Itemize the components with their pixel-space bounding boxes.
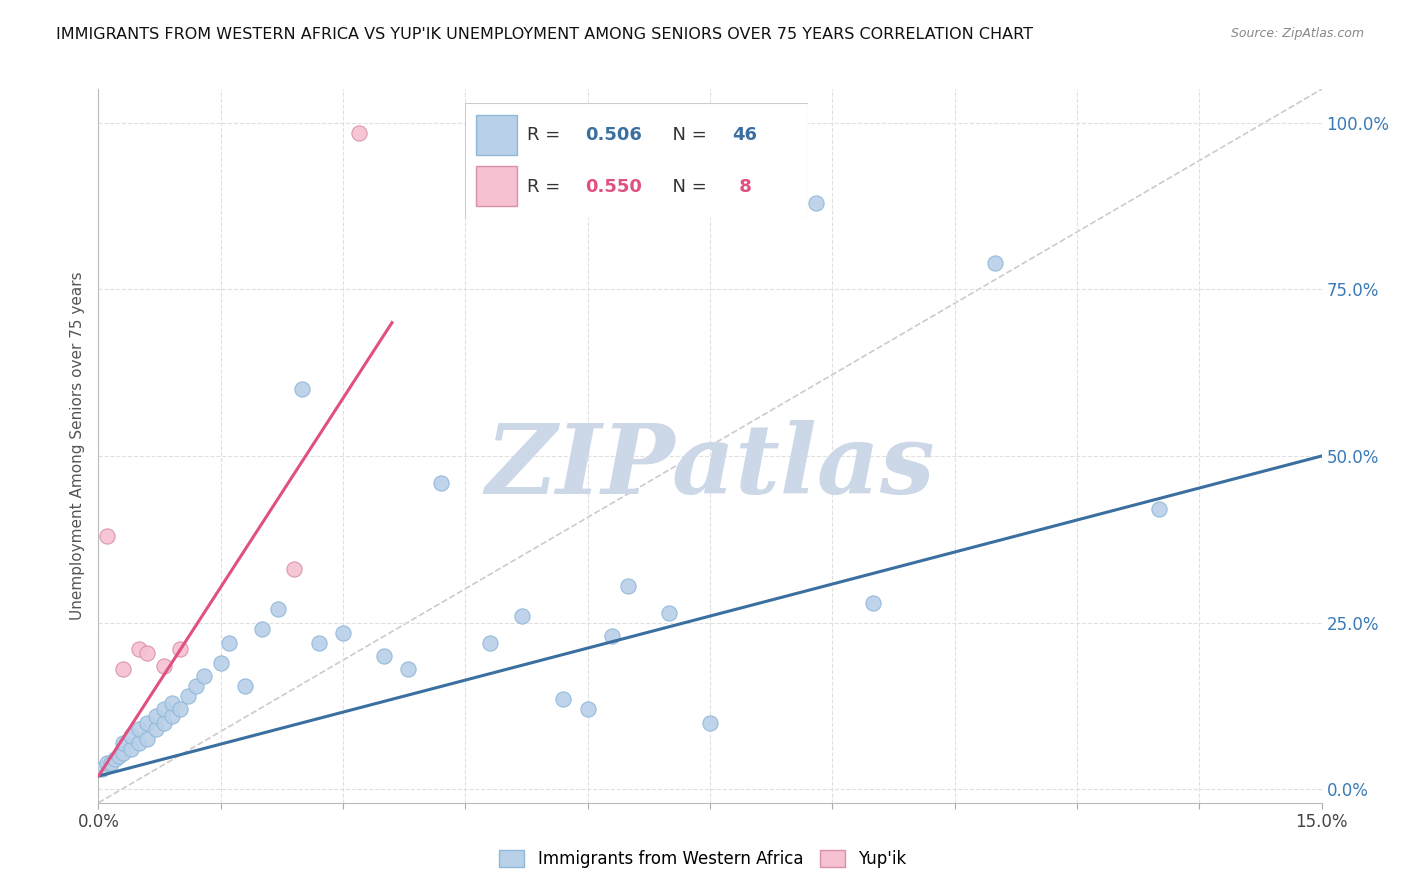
Point <box>250 623 273 637</box>
Point <box>349 126 371 140</box>
Point <box>332 625 354 640</box>
Point <box>373 649 395 664</box>
Text: ZIPatlas: ZIPatlas <box>485 420 935 515</box>
Point <box>111 746 134 760</box>
Point <box>128 642 150 657</box>
Point <box>396 662 419 676</box>
Point <box>576 702 599 716</box>
Point <box>862 596 884 610</box>
Point <box>169 642 191 657</box>
Point <box>120 742 142 756</box>
Legend: Immigrants from Western Africa, Yup'ik: Immigrants from Western Africa, Yup'ik <box>492 843 914 875</box>
Point <box>160 696 183 710</box>
Point <box>152 659 174 673</box>
Point <box>91 763 114 777</box>
Point <box>553 692 575 706</box>
Point <box>128 723 150 737</box>
Point <box>218 636 240 650</box>
Point <box>160 709 183 723</box>
Point <box>600 629 623 643</box>
Point <box>96 756 118 770</box>
Point <box>152 715 174 730</box>
Point <box>291 382 314 396</box>
Point <box>145 709 167 723</box>
Point <box>128 736 150 750</box>
Point <box>617 579 640 593</box>
Point <box>136 646 159 660</box>
Point <box>658 606 681 620</box>
Point <box>111 736 134 750</box>
Point <box>100 756 122 770</box>
Point <box>120 729 142 743</box>
Point <box>984 255 1007 269</box>
Point <box>512 609 534 624</box>
Point <box>177 689 200 703</box>
Point <box>111 662 134 676</box>
Point <box>308 636 330 650</box>
Text: Source: ZipAtlas.com: Source: ZipAtlas.com <box>1230 27 1364 40</box>
Point <box>104 752 127 766</box>
Point <box>136 732 159 747</box>
Point <box>152 702 174 716</box>
Point <box>145 723 167 737</box>
Text: IMMIGRANTS FROM WESTERN AFRICA VS YUP'IK UNEMPLOYMENT AMONG SENIORS OVER 75 YEAR: IMMIGRANTS FROM WESTERN AFRICA VS YUP'IK… <box>56 27 1033 42</box>
Point <box>804 195 827 210</box>
Point <box>136 715 159 730</box>
Point <box>193 669 215 683</box>
Point <box>96 529 118 543</box>
Point <box>108 749 131 764</box>
Point <box>699 715 721 730</box>
Point <box>267 602 290 616</box>
Point <box>478 636 501 650</box>
Point <box>283 562 305 576</box>
Point <box>169 702 191 716</box>
Point <box>209 656 232 670</box>
Point <box>430 475 453 490</box>
Point <box>186 679 208 693</box>
Y-axis label: Unemployment Among Seniors over 75 years: Unemployment Among Seniors over 75 years <box>70 272 86 620</box>
Point <box>233 679 256 693</box>
Point <box>1147 502 1170 516</box>
